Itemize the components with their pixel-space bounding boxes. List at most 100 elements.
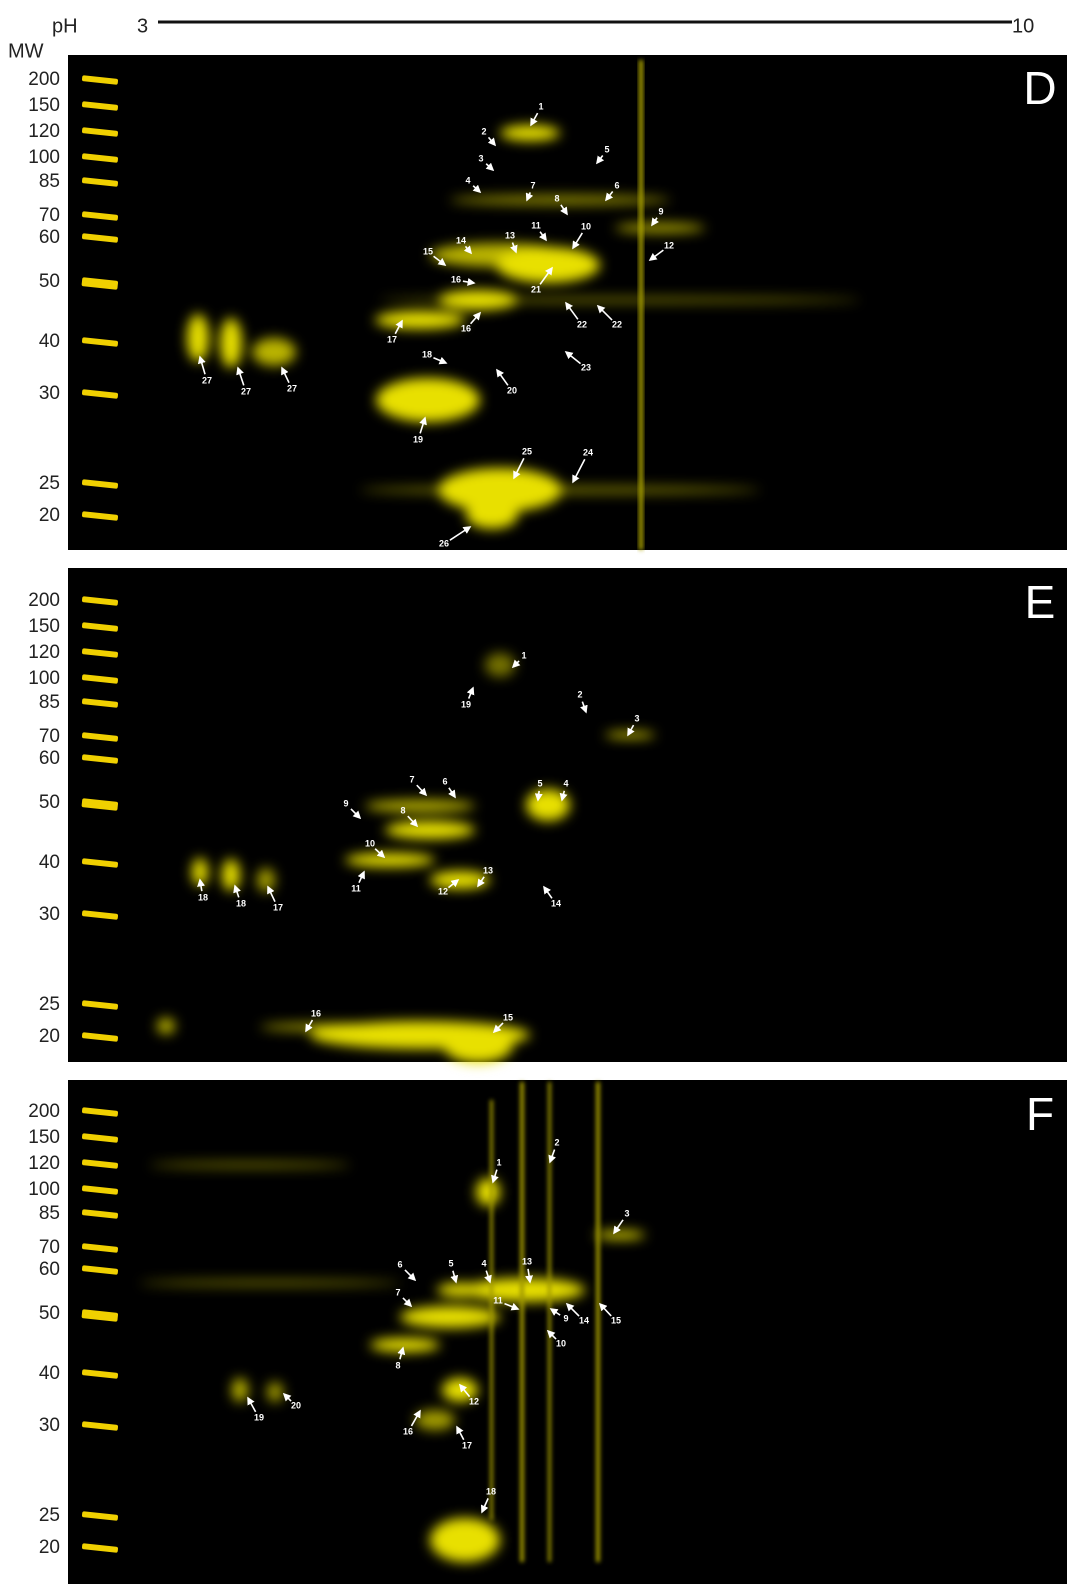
spot-label: 20 bbox=[291, 1400, 301, 1410]
spot-label: 11 bbox=[351, 883, 361, 893]
spot-label: 9 bbox=[658, 206, 663, 216]
spot-label: 4 bbox=[465, 175, 470, 185]
spot-label: 18 bbox=[236, 898, 246, 908]
panel-letter: D bbox=[1023, 62, 1056, 114]
spot-label: 26 bbox=[439, 538, 449, 548]
mw-marker-label: 20 bbox=[39, 1537, 60, 1558]
mw-marker-label: 25 bbox=[39, 1505, 60, 1526]
spot-label: 6 bbox=[397, 1259, 402, 1269]
gel-streak bbox=[639, 60, 643, 550]
gel-panel bbox=[68, 1080, 1067, 1584]
spot-label: 8 bbox=[554, 193, 559, 203]
spot-label: 23 bbox=[581, 362, 591, 372]
mw-marker-label: 50 bbox=[39, 792, 60, 813]
panel-letter: F bbox=[1026, 1088, 1054, 1140]
ph-end: 10 bbox=[1012, 15, 1034, 37]
gel-panel bbox=[68, 568, 1067, 1062]
mw-marker-label: 40 bbox=[39, 1363, 60, 1384]
mw-marker-label: 30 bbox=[39, 904, 60, 925]
spot-label: 10 bbox=[581, 221, 591, 231]
spot-label: 13 bbox=[483, 865, 493, 875]
spot-label: 5 bbox=[448, 1258, 453, 1268]
spot-label: 3 bbox=[478, 153, 483, 163]
spot-label: 10 bbox=[365, 838, 375, 848]
mw-marker-label: 40 bbox=[39, 852, 60, 873]
panel-letter: E bbox=[1025, 576, 1056, 628]
mw-label: MW bbox=[8, 40, 44, 62]
spot-label: 3 bbox=[624, 1208, 629, 1218]
spot-label: 15 bbox=[503, 1012, 513, 1022]
mw-marker-label: 30 bbox=[39, 383, 60, 404]
mw-marker-label: 85 bbox=[39, 171, 60, 192]
spot-label: 14 bbox=[579, 1315, 589, 1325]
mw-marker-label: 150 bbox=[28, 95, 60, 116]
spot-label: 5 bbox=[604, 144, 609, 154]
spot-label: 22 bbox=[612, 319, 622, 329]
spot-label: 6 bbox=[442, 776, 447, 786]
spot-label: 15 bbox=[611, 1315, 621, 1325]
spot-label: 19 bbox=[461, 699, 471, 709]
spot-label: 21 bbox=[531, 284, 541, 294]
mw-marker-label: 20 bbox=[39, 505, 60, 526]
mw-marker-label: 50 bbox=[39, 271, 60, 292]
spot-label: 4 bbox=[481, 1258, 486, 1268]
spot-label: 10 bbox=[556, 1338, 566, 1348]
ph-label: pH bbox=[52, 15, 78, 37]
mw-marker-label: 85 bbox=[39, 692, 60, 713]
spot-label: 13 bbox=[505, 230, 515, 240]
spot-label: 8 bbox=[400, 805, 405, 815]
spot-label: 24 bbox=[583, 447, 593, 457]
spot-label: 1 bbox=[521, 650, 526, 660]
spot-label: 12 bbox=[469, 1396, 479, 1406]
spot-label: 17 bbox=[387, 334, 397, 344]
mw-marker-label: 60 bbox=[39, 1259, 60, 1280]
spot-label: 7 bbox=[395, 1287, 400, 1297]
spot-label: 17 bbox=[273, 902, 283, 912]
mw-marker-label: 200 bbox=[28, 590, 60, 611]
spot-label: 22 bbox=[577, 319, 587, 329]
spot-label: 2 bbox=[481, 126, 486, 136]
spot-label: 20 bbox=[507, 385, 517, 395]
spot-label: 27 bbox=[241, 386, 251, 396]
spot-arrow bbox=[538, 791, 539, 800]
spot-label: 8 bbox=[395, 1360, 400, 1370]
spot-label: 13 bbox=[522, 1256, 532, 1266]
mw-marker-label: 120 bbox=[28, 1153, 60, 1174]
spot-label: 16 bbox=[311, 1008, 321, 1018]
spot-label: 1 bbox=[538, 101, 543, 111]
mw-marker-label: 70 bbox=[39, 1237, 60, 1258]
mw-marker-label: 120 bbox=[28, 121, 60, 142]
mw-marker-label: 50 bbox=[39, 1303, 60, 1324]
spot-label: 12 bbox=[664, 240, 674, 250]
spot-label: 1 bbox=[496, 1157, 501, 1167]
mw-marker-label: 70 bbox=[39, 726, 60, 747]
mw-marker-label: 20 bbox=[39, 1026, 60, 1047]
mw-marker-label: 30 bbox=[39, 1415, 60, 1436]
mw-marker-label: 120 bbox=[28, 642, 60, 663]
spot-label: 18 bbox=[198, 892, 208, 902]
mw-marker-label: 60 bbox=[39, 227, 60, 248]
spot-label: 18 bbox=[486, 1486, 496, 1496]
spot-label: 11 bbox=[531, 220, 541, 230]
mw-marker-label: 150 bbox=[28, 616, 60, 637]
spot-label: 14 bbox=[456, 235, 466, 245]
mw-marker-label: 85 bbox=[39, 1203, 60, 1224]
mw-marker-label: 60 bbox=[39, 748, 60, 769]
spot-label: 7 bbox=[409, 774, 414, 784]
spot-label: 15 bbox=[423, 246, 433, 256]
spot-label: 19 bbox=[254, 1412, 264, 1422]
spot-label: 16 bbox=[461, 323, 471, 333]
figure: pH 3 10 MW bbox=[0, 0, 1067, 1584]
spot-label: 25 bbox=[522, 446, 532, 456]
mw-marker-label: 25 bbox=[39, 994, 60, 1015]
spot-label: 2 bbox=[554, 1137, 559, 1147]
mw-marker-label: 25 bbox=[39, 473, 60, 494]
spot-label: 9 bbox=[563, 1313, 568, 1323]
spot-label: 6 bbox=[614, 180, 619, 190]
spot-label: 2 bbox=[577, 689, 582, 699]
spot-label: 3 bbox=[634, 713, 639, 723]
spot-label: 9 bbox=[343, 798, 348, 808]
spot-label: 12 bbox=[438, 886, 448, 896]
mw-marker-label: 150 bbox=[28, 1127, 60, 1148]
mw-marker-label: 200 bbox=[28, 69, 60, 90]
